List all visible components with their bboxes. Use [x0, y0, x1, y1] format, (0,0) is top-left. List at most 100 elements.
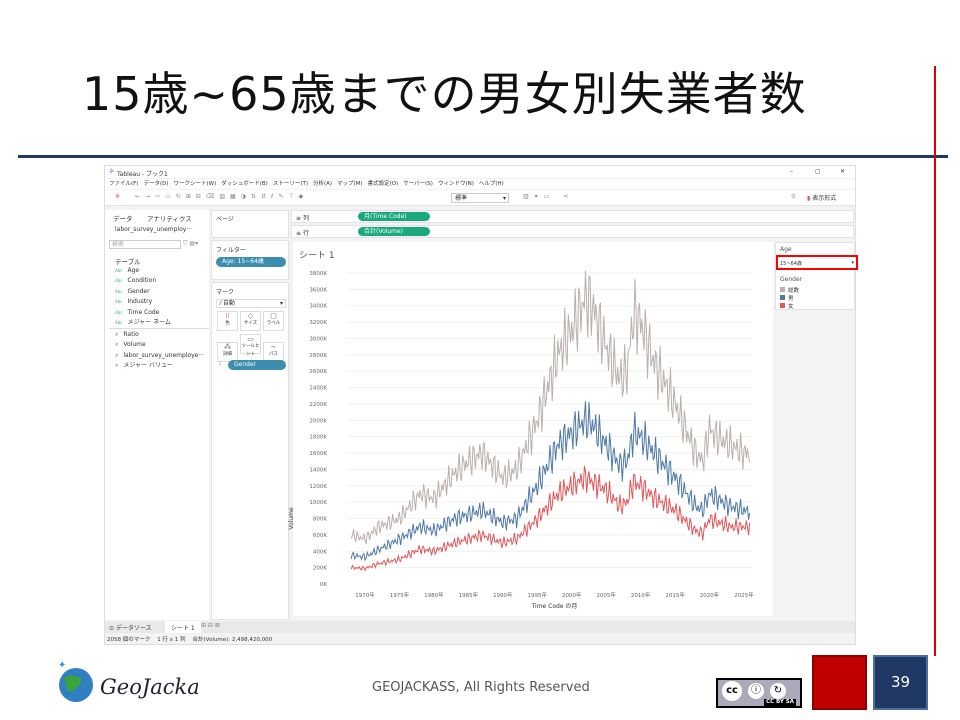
filter-icon[interactable]: ⛉ ▤▾: [183, 240, 199, 247]
mark-button[interactable]: ▢ ラベル: [263, 311, 284, 331]
mark-button[interactable]: ⁞⁞ 色: [217, 311, 238, 331]
field-item[interactable]: # Ratio: [115, 330, 204, 340]
tab-data[interactable]: データ: [113, 215, 133, 223]
field-label: メジャー バリュー: [123, 362, 173, 370]
menu-item[interactable]: ファイル(F): [109, 181, 139, 187]
pages-shelf[interactable]: ページ: [211, 210, 289, 238]
rows-pill[interactable]: 合計(Volume): [358, 227, 430, 236]
license-label: CC BY SA: [764, 699, 796, 706]
mark-button[interactable]: ◇ サイズ: [240, 311, 261, 331]
field-item[interactable]: # メジャー バリュー: [115, 361, 204, 371]
legend-label: 男: [788, 296, 794, 302]
y-tick-label: 400K: [313, 549, 327, 555]
legend-item[interactable]: 女: [780, 302, 799, 310]
tableau-icon: ✲: [109, 168, 115, 175]
legend-item[interactable]: 男: [780, 294, 799, 302]
y-tick-label: 2200K: [309, 402, 327, 408]
toolbar-icons[interactable]: ←→⇨▭↻⊞⊟⌫▥▦◑⇅⇵ℓ✎⊤◆: [135, 193, 309, 200]
x-tick-label: 2015年: [665, 591, 685, 599]
close-button[interactable]: ✕: [840, 168, 846, 175]
field-item[interactable]: Abc Age: [115, 266, 171, 276]
columns-label-text: 列: [302, 215, 309, 222]
menu-item[interactable]: ダッシュボード(B): [221, 181, 268, 187]
y-tick-label: 0K: [320, 582, 327, 588]
tab-datasource-label: データソース: [115, 625, 152, 632]
line-mark-icon: ⁄: [220, 300, 222, 307]
mark-buttons: ⁞⁞ 色 ◇ サイズ ▢ ラベル ⁂ 詳細 ▭ ツールヒント ∼ パス: [217, 311, 289, 365]
field-label: Age: [127, 267, 140, 274]
y-tick-label: 3800K: [309, 271, 327, 277]
field-item[interactable]: Abc メジャー ネーム: [115, 318, 171, 328]
title-bar: ✲ Tableau - ブック1 – ▢ ✕: [105, 166, 855, 178]
new-sheet-icons[interactable]: ⊞ ⊟ ⊠: [201, 622, 220, 629]
presentation-icons[interactable]: ▥▾▭ ⋖: [523, 193, 575, 200]
columns-pill[interactable]: 月(Time Code): [358, 212, 430, 221]
show-me-label: 表示形式: [812, 195, 837, 202]
mark-button-icon: ◇: [247, 312, 254, 320]
dimension-icon: Abc: [115, 278, 123, 284]
menu-item[interactable]: 分析(A): [312, 181, 333, 187]
dimension-icon: Abc: [115, 268, 123, 273]
title-divider: [18, 155, 948, 158]
gender-legend-title: Gender: [780, 276, 803, 283]
field-item[interactable]: Abc Condition: [115, 276, 171, 286]
y-tick-label: 3600K: [309, 287, 327, 293]
legend-item[interactable]: 総数: [780, 286, 799, 294]
minimize-button[interactable]: –: [790, 168, 793, 175]
field-item[interactable]: # labor_survey_unemploye···: [115, 351, 204, 361]
menu-item[interactable]: ウィンドウ(N): [437, 181, 474, 187]
geojackass-logo: ✦ GeoJackass: [48, 660, 222, 710]
tableau-logo-icon[interactable]: ✻: [115, 193, 121, 200]
menu-item[interactable]: サーバー(S): [403, 181, 433, 187]
menu-item[interactable]: マップ(M): [337, 181, 363, 187]
mark-button-label: サイズ: [243, 321, 258, 326]
mark-button[interactable]: ⁂ 詳細: [217, 342, 238, 362]
y-tick-label: 1800K: [309, 435, 327, 441]
filters-label: フィルター: [216, 247, 246, 254]
age-filter-dropdown[interactable]: 15~64歳 ▾: [776, 255, 858, 270]
menu-item[interactable]: ヘルプ(H): [478, 181, 504, 187]
field-item[interactable]: Abc Gender: [115, 287, 171, 297]
datasource-name[interactable]: labor_survey_unemploy···: [115, 226, 193, 233]
toolbar: ✻ ←→⇨▭↻⊞⊟⌫▥▦◑⇅⇵ℓ✎⊤◆ 標準 ▾ ▥▾▭ ⋖ ⚲ ▮ 表示形式: [105, 190, 855, 206]
tab-sheet1[interactable]: シート 1: [165, 621, 201, 633]
menu-item[interactable]: データ(D): [143, 181, 169, 187]
line-chart: 0K 200K 400K 600K 800K 1000K 1200K 1400K 1600K 18…: [288, 270, 754, 610]
side-accent-line: [934, 66, 936, 656]
rows-shelf[interactable]: ≡ 行 合計(Volume): [291, 225, 854, 238]
rows-label: ≡ 行: [296, 230, 309, 237]
logo-text: GeoJackass: [100, 675, 198, 699]
y-tick-label: 2000K: [309, 418, 327, 424]
maximize-button[interactable]: ▢: [815, 168, 821, 175]
tab-analytics[interactable]: アナリティクス: [147, 215, 192, 223]
x-tick-label: 2000年: [562, 591, 582, 599]
mark-button[interactable]: ▭ ツールヒント: [240, 334, 261, 357]
cc-license-badge: cc ⓘ ↻ CC BY SA: [716, 678, 802, 708]
gender-pill[interactable]: Gender: [228, 360, 286, 370]
field-item[interactable]: # Volume: [115, 340, 204, 350]
columns-shelf[interactable]: ≡ 列 月(Time Code): [291, 210, 854, 223]
fit-select[interactable]: 標準 ▾: [451, 193, 509, 203]
footer-copyright: GEOJACKASS, All Rights Reserved: [372, 680, 590, 695]
tab-datasource[interactable]: ⊙ データソース: [109, 623, 152, 632]
field-item[interactable]: Abc Industry: [115, 297, 171, 307]
menu-item[interactable]: 書式設定(O): [367, 181, 399, 187]
filter-pill-age[interactable]: Age: 15~64歳: [216, 257, 286, 267]
search-input[interactable]: 検索: [109, 240, 181, 249]
mark-button-label: 詳細: [223, 352, 232, 357]
pin-icon[interactable]: ⚲: [791, 193, 796, 200]
mark-button-label: ツールヒント: [241, 344, 260, 357]
mark-button-icon: ∼: [270, 343, 277, 351]
x-tick-label: 2020年: [700, 591, 720, 599]
status-bar: 2058 個のマーク 1 行 x 1 列 合計(Volume): 2,498,4…: [105, 633, 855, 644]
mark-type-select[interactable]: ⁄ 自動 ▾: [216, 299, 286, 308]
rows-label-text: 行: [302, 230, 309, 237]
x-tick-label: 1990年: [493, 591, 513, 599]
show-me-button[interactable]: ▮ 表示形式: [807, 193, 836, 202]
menu-item[interactable]: ワークシート(W): [173, 181, 217, 187]
field-item[interactable]: Abc Time Code: [115, 308, 171, 318]
chevron-down-icon: ▾: [279, 300, 283, 307]
menu-item[interactable]: ストーリー(T): [272, 181, 308, 187]
status-marks: 2058 個のマーク: [107, 637, 151, 643]
mark-button-icon: ▭: [247, 335, 254, 343]
